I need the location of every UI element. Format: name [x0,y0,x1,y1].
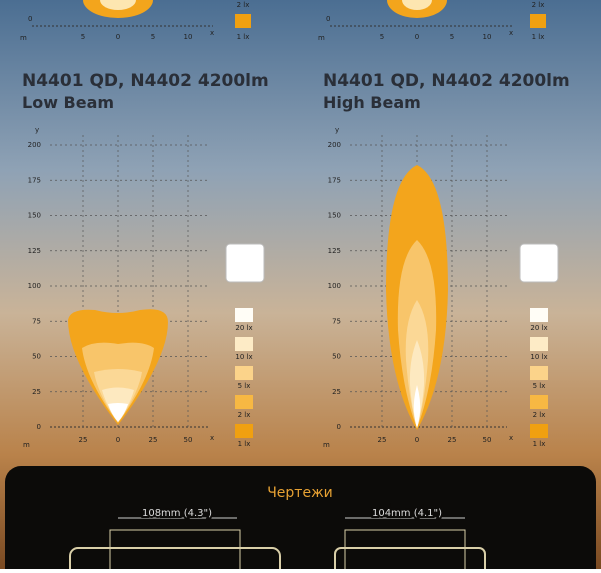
x-tick-label: 0 [116,436,120,444]
x-tick-label: 25 [448,436,457,444]
drawings-title: Чертежи [267,485,333,501]
legend-swatch [530,366,548,380]
lamp-drawing [344,529,466,573]
y-tick-label: 25 [32,388,41,396]
y-tick-label: 125 [328,247,341,255]
y-tick-label: 50 [332,353,341,361]
x-tick-label: 5 [380,33,384,41]
legend-label: 1 lx [532,33,545,41]
axis-label: x [210,434,214,442]
y-tick-label: 0 [28,15,32,23]
y-tick-label: 150 [328,212,341,220]
x-tick-label: 0 [116,33,120,41]
y-tick-label: 100 [328,282,341,290]
drawings-panel [5,466,596,573]
axis-label: m [23,441,30,449]
x-tick-label: 10 [483,33,492,41]
legend-swatch [530,337,548,351]
y-tick-label: 75 [332,317,341,325]
axis-label: m [318,34,325,42]
y-tick-label: 0 [337,423,341,431]
y-tick-label: 0 [326,15,330,23]
x-tick-label: 50 [483,436,492,444]
x-tick-label: 25 [378,436,387,444]
lamp-icon [225,243,265,283]
x-tick-label: 0 [415,436,419,444]
legend-label: 2 lx [237,1,250,9]
chart-title: N4401 QD, N4402 4200lm [323,71,570,91]
legend-swatch [530,424,548,438]
legend-swatch [235,395,253,409]
legend-swatch [235,366,253,380]
y-tick-label: 175 [28,176,41,184]
y-tick-label: 175 [328,176,341,184]
x-tick-label: 25 [79,436,88,444]
legend-label: 2 lx [238,411,251,419]
x-tick-label: 0 [415,33,419,41]
x-tick-label: 25 [149,436,158,444]
legend-label: 5 lx [238,382,251,390]
legend-swatch [235,14,251,28]
legend-swatch [235,337,253,351]
legend-label: 20 lx [235,324,252,332]
chart-subtitle: High Beam [323,93,421,112]
y-tick-label: 150 [28,212,41,220]
y-tick-label: 0 [37,423,41,431]
legend-label: 2 lx [532,1,545,9]
legend-swatch [235,424,253,438]
x-tick-label: 5 [151,33,155,41]
dimension-label: 108mm (4.3") [142,508,212,519]
axis-label: y [335,126,339,134]
y-tick-label: 100 [28,282,41,290]
x-tick-label: 5 [450,33,454,41]
y-tick-label: 25 [332,388,341,396]
legend-label: 1 lx [238,440,251,448]
legend-label: 10 lx [530,353,547,361]
y-tick-label: 125 [28,247,41,255]
chart-subtitle: Low Beam [22,93,114,112]
axis-label: y [35,126,39,134]
lamp-drawing [109,529,241,573]
legend-label: 20 lx [530,324,547,332]
legend-label: 1 lx [533,440,546,448]
legend-label: 5 lx [533,382,546,390]
legend-swatch [530,14,546,28]
axis-label: x [210,29,214,37]
y-tick-label: 200 [328,141,341,149]
axis-label: x [509,29,513,37]
y-tick-label: 50 [32,353,41,361]
lamp-drawing [334,547,486,573]
lamp-icon [519,243,559,283]
dimension-label: 104mm (4.1") [372,508,442,519]
x-tick-label: 10 [184,33,193,41]
legend-label: 1 lx [237,33,250,41]
chart-title: N4401 QD, N4402 4200lm [22,71,269,91]
axis-label: m [20,34,27,42]
legend-swatch [235,308,253,322]
legend-label: 2 lx [533,411,546,419]
y-tick-label: 200 [28,141,41,149]
x-tick-label: 50 [184,436,193,444]
axis-label: m [323,441,330,449]
legend-label: 10 lx [235,353,252,361]
axis-label: x [509,434,513,442]
lamp-drawing [69,547,281,573]
legend-swatch [530,395,548,409]
y-tick-label: 75 [32,317,41,325]
beam-shapes [68,0,448,430]
x-tick-label: 5 [81,33,85,41]
legend-swatch [530,308,548,322]
